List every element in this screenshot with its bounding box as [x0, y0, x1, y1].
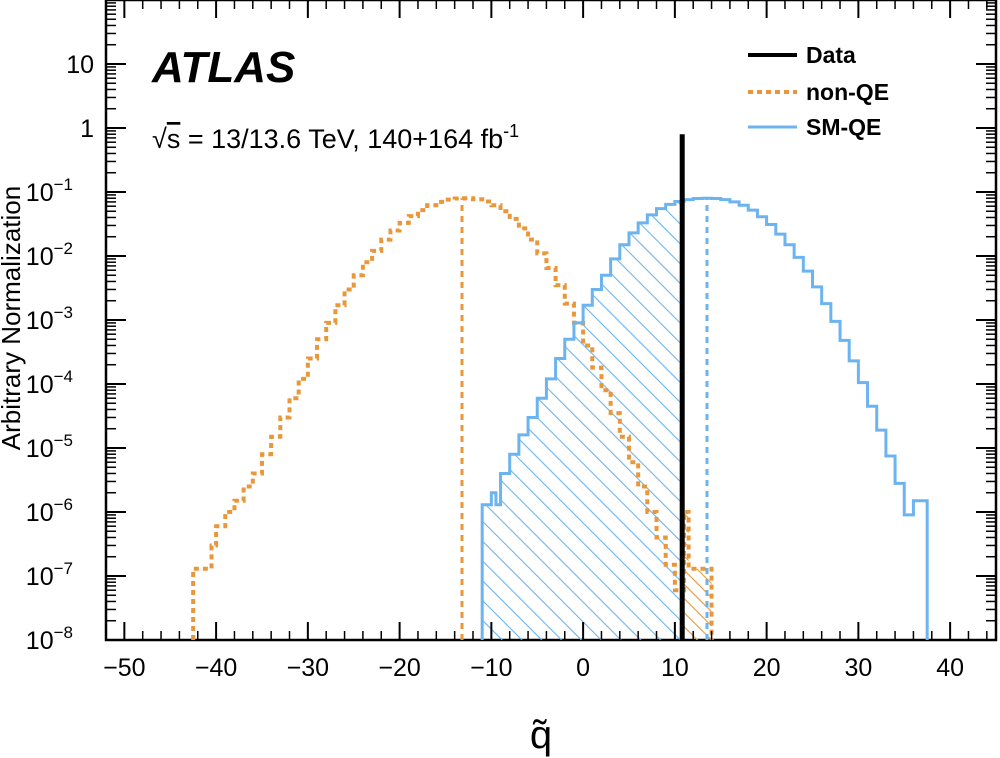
y-tick-label: 10−5 — [26, 431, 73, 463]
y-tick-label: 10−8 — [26, 623, 73, 655]
legend-label-non-qe: non-QE — [806, 79, 889, 105]
y-tick-label: 10−7 — [26, 559, 73, 591]
y-tick-label: 10−4 — [26, 367, 73, 399]
energy-rest: = 13/13.6 TeV, 140+164 fb — [180, 124, 503, 154]
hatch-non-qe — [682, 512, 712, 640]
hatch-sm-qe — [482, 201, 683, 640]
x-tick-label: −30 — [287, 654, 329, 682]
x-tick-label: −50 — [103, 654, 145, 682]
x-tick-label: −10 — [470, 654, 512, 682]
energy-label: √s = 13/13.6 TeV, 140+164 fb-1 — [152, 121, 519, 154]
y-tick-label: 1 — [80, 115, 94, 143]
x-tick-label: 0 — [576, 654, 590, 682]
x-tick-label: −40 — [195, 654, 237, 682]
series-line-sm-qe — [480, 196, 929, 640]
x-tick-label: 10 — [661, 654, 689, 682]
x-tick-label: 30 — [844, 654, 872, 682]
x-tick-label: −20 — [378, 654, 420, 682]
energy-s: s — [167, 124, 181, 154]
energy-sup: -1 — [503, 121, 519, 141]
x-tick-label: 20 — [753, 654, 781, 682]
y-tick-label: 10−1 — [26, 175, 73, 207]
legend-label-sm-qe: SM-QE — [806, 114, 881, 140]
y-tick-label: 10−3 — [26, 303, 73, 335]
y-tick-label: 10−2 — [26, 239, 73, 271]
legend-label-data: Data — [806, 42, 856, 68]
experiment-label: ATLAS — [151, 43, 295, 92]
y-axis-title: Arbitrary Normalization — [0, 186, 26, 450]
x-tick-label: 40 — [936, 654, 964, 682]
legend: Data non-QE SM-QE — [748, 42, 889, 140]
series-line-non-qe — [191, 196, 714, 640]
y-tick-label: 10−6 — [26, 495, 73, 527]
x-axis-title: q̃ — [530, 713, 552, 757]
y-tick-label: 10 — [66, 51, 94, 79]
sqrt-symbol: √ — [152, 124, 167, 154]
